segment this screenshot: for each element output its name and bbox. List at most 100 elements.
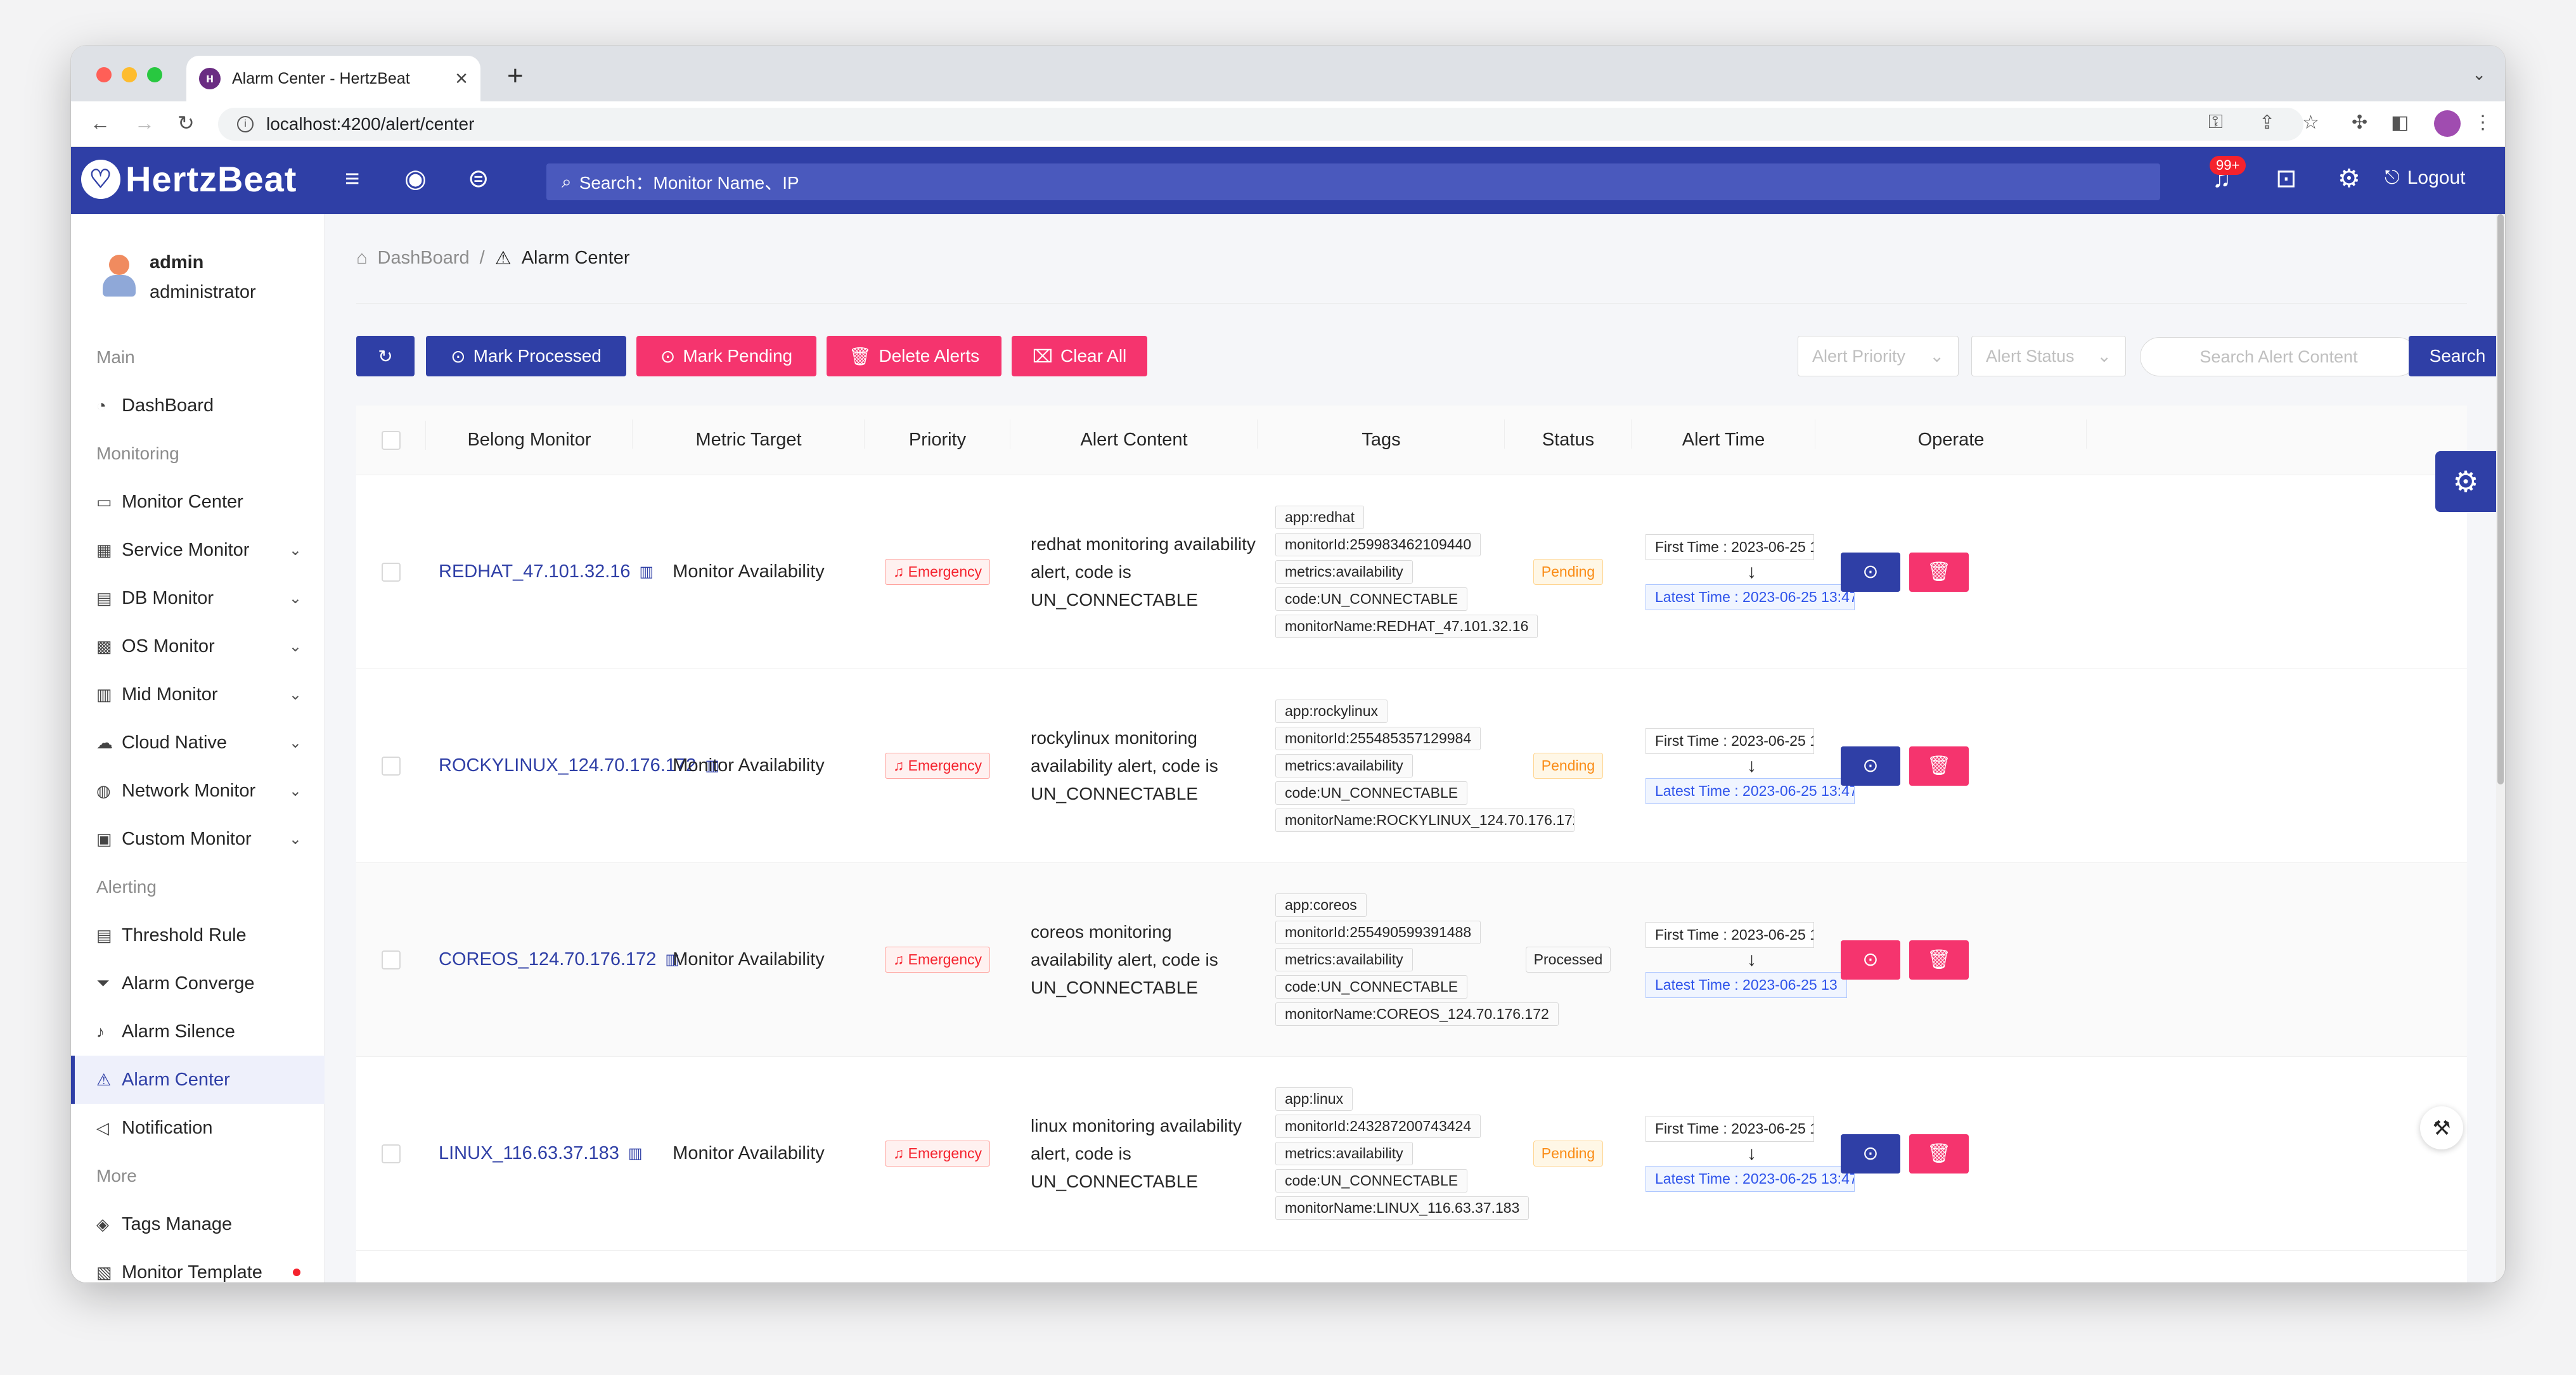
mark-processed-row-button[interactable]: ⊙ [1841,746,1900,786]
minimize-window-button[interactable] [122,67,137,82]
mark-processed-row-button[interactable]: ⊙ [1841,552,1900,592]
browser-tab[interactable]: ʜ Alarm Center - HertzBeat × [186,56,480,101]
github-icon[interactable]: ◉ [404,165,427,193]
lock-icon[interactable]: ⊡ [2276,165,2297,193]
sidebar-item-db-monitor[interactable]: ▤ DB Monitor ⌄ [71,574,325,622]
chart-icon[interactable]: ▥ [639,563,654,580]
page-scrollbar[interactable] [2496,214,2505,1282]
sidebar-item-threshold-rule[interactable]: ▤ Threshold Rule [71,911,325,959]
sidebar-item-tags-manage[interactable]: ◈ Tags Manage [71,1200,325,1248]
close-window-button[interactable] [96,67,112,82]
tab-search-chevron-icon[interactable]: ⌄ [2472,65,2486,84]
select-all-checkbox[interactable] [382,430,401,450]
column-header: Priority [865,419,1010,451]
close-tab-icon[interactable]: × [455,67,468,91]
gitee-icon[interactable]: ⊜ [468,165,489,193]
user-profile[interactable]: admin administrator [103,252,256,303]
browser-menu-icon[interactable]: ⋮ [2473,112,2492,133]
site-info-icon[interactable]: i [237,116,254,132]
sidebar-item-label: OS Monitor [122,636,215,656]
sidebar-item-notification[interactable]: ◁ Notification [71,1104,325,1152]
row-checkbox[interactable] [382,950,401,969]
sidebar-menu: Main ◔ DashBoard Monitoring ▭ Monitor Center ▦… [71,333,325,1282]
sidebar-item-dashboard[interactable]: ◔ DashBoard [71,381,325,430]
mute-icon: ♪ [96,1021,105,1041]
logout-button[interactable]: ⎋ Logout [2385,167,2466,189]
monitor-link[interactable]: COREOS_124.70.176.172 [439,949,657,969]
delete-row-button[interactable]: 🗑 [1909,746,1969,786]
row-checkbox[interactable] [382,756,401,776]
mark-processed-button[interactable]: ⊙ Mark Processed [426,336,626,376]
mark-pending-button[interactable]: ⊙ Mark Pending [636,336,816,376]
back-icon[interactable]: ← [90,112,110,134]
monitor-link[interactable]: LINUX_116.63.37.183 [439,1143,619,1163]
profile-avatar[interactable] [2434,110,2461,137]
new-tab-button[interactable]: + [507,60,524,91]
sidebar-item-monitor-template[interactable]: ▧ Monitor Template [71,1248,325,1282]
delete-icon: 🗑 [1926,1143,1952,1164]
forward-icon[interactable]: → [134,112,155,134]
first-time: First Time : 2023-06-25 13:47:47 [1645,1115,1814,1142]
status-badge: Processed [1525,947,1611,973]
clear-all-button[interactable]: ⌧ Clear All [1012,336,1147,376]
magic-wand-icon[interactable]: ⚒ [2420,1106,2463,1149]
menu-fold-icon[interactable]: ≡ [345,165,360,193]
alert-status-select[interactable]: Alert Status ⌄ [1971,336,2126,376]
reload-icon[interactable]: ↻ [177,112,195,134]
delete-row-button[interactable]: 🗑 [1909,940,1969,980]
row-checkbox[interactable] [382,1144,401,1163]
sidebar-item-monitor-center[interactable]: ▭ Monitor Center [71,478,325,526]
column-header: Belong Monitor [426,419,633,451]
row-checkbox[interactable] [382,562,401,582]
check-circle-icon: ⊙ [451,346,466,366]
sidebar-item-cloud-native[interactable]: ☁ Cloud Native ⌄ [71,719,325,767]
table-cell: Pending [1505,1057,1632,1250]
settings-gear-icon[interactable]: ⚙ [2338,165,2360,193]
latest-time: Latest Time : 2023-06-25 13:47:47 [1645,584,1855,610]
mark-processed-row-button[interactable]: ⊙ [1841,1134,1900,1174]
sidepanel-icon[interactable]: ◧ [2391,112,2409,133]
delete-alerts-button[interactable]: 🗑 Delete Alerts [827,336,1001,376]
monitor-link[interactable]: ROCKYLINUX_124.70.176.172 [439,755,697,776]
sidebar-item-custom-monitor[interactable]: ▣ Custom Monitor ⌄ [71,815,325,863]
alert-priority-select[interactable]: Alert Priority ⌄ [1798,336,1959,376]
divider [356,303,2467,304]
cloud-icon: ☁ [96,732,113,752]
priority-label: Emergency [908,757,982,774]
sidebar-item-network-monitor[interactable]: ◍ Network Monitor ⌄ [71,767,325,815]
sidebar-item-os-monitor[interactable]: ▩ OS Monitor ⌄ [71,622,325,670]
sidebar-item-alarm-converge[interactable]: ⏷ Alarm Converge [71,959,325,1007]
sidebar-item-service-monitor[interactable]: ▦ Service Monitor ⌄ [71,526,325,574]
delete-row-button[interactable]: 🗑 [1909,1134,1969,1174]
monitor-link[interactable]: REDHAT_47.101.32.16 [439,561,631,582]
header-search-input[interactable]: ⌕ Search：Monitor Name、IP [546,163,2160,200]
bookmark-star-icon[interactable]: ☆ [2302,112,2319,133]
chart-icon[interactable]: ▥ [628,1145,643,1162]
breadcrumb-current: Alarm Center [521,248,630,268]
delete-row-button[interactable]: 🗑 [1909,552,1969,592]
alert-content-search-input[interactable]: Search Alert Content [2140,337,2418,376]
bell-icon: ♫ [893,1145,908,1161]
table-cell: ⊙ 🗑 [1815,669,2087,862]
mark-pending-row-button[interactable]: ⊙ [1841,940,1900,980]
maximize-window-button[interactable] [147,67,162,82]
table-cell: Pending [1505,475,1632,668]
hertzbeat-logo[interactable]: ♡ HertzBeat [81,158,297,200]
share-icon[interactable]: ⇪ [2259,112,2276,133]
sidebar-item-alarm-center[interactable]: ⚠ Alarm Center [71,1056,325,1104]
key-icon[interactable]: ⚿ [2208,112,2223,132]
sidebar-item-label: Monitor Center [122,491,243,512]
tag-chip: metrics:availability [1275,560,1413,584]
extensions-icon[interactable]: ✣ [2352,112,2368,133]
chart-icon[interactable]: ▥ [665,951,680,968]
sidebar-item-mid-monitor[interactable]: ▥ Mid Monitor ⌄ [71,670,325,719]
sidebar-item-alarm-silence[interactable]: ♪ Alarm Silence [71,1007,325,1056]
search-button[interactable]: Search [2409,336,2505,376]
browser-window: ʜ Alarm Center - HertzBeat × + ⌄ ← → ↻ i… [71,46,2505,1282]
table-cell: coreos monitoring availability alert, co… [1010,863,1258,1056]
breadcrumb-home[interactable]: DashBoard [377,248,470,268]
refresh-button[interactable]: ↻ [356,336,415,376]
theme-settings-gear-icon[interactable]: ⚙ [2435,451,2496,512]
chart-icon[interactable]: ▥ [705,757,719,774]
url-field[interactable]: i localhost:4200/alert/center [218,108,2303,141]
